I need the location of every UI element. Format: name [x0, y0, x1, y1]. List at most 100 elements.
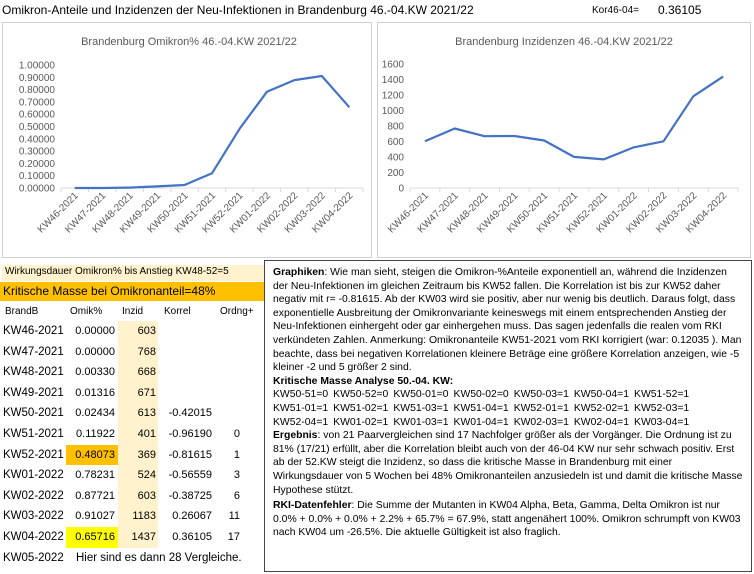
row-ordng: [218, 403, 240, 424]
omikron-chart-svg: Brandenburg Omikron% 46.-04.KW 2021/22 1.…: [19, 36, 364, 235]
result-paragraph: Ergebnis: von 21 Paarvergleichen sind 17…: [273, 429, 743, 497]
row-inzid: 671: [137, 386, 156, 399]
row-omik: 0.48073: [66, 444, 118, 466]
y-tick-label: 0.30000: [19, 147, 56, 158]
row-inzid: 603: [137, 489, 156, 502]
row-inzid: 768: [137, 345, 156, 358]
row-ordng: [218, 342, 240, 363]
row-korrel: 0.36105: [172, 531, 212, 543]
row-kw: KW01-2022: [3, 469, 64, 482]
row-omik: 0.91027: [75, 510, 115, 523]
pair-comparison-cell: KW51-01=1: [273, 402, 329, 414]
pair-comparison-cell: KW51-52=1: [634, 389, 690, 401]
pair-comparison-cell: KW50-51=0: [273, 389, 329, 401]
row-korrel: [162, 383, 212, 404]
y-tick-label: 0.20000: [19, 159, 56, 170]
result-text: : von 21 Paarvergleichen sind 17 Nachfol…: [273, 430, 743, 496]
row-korrel: -0.96190: [168, 428, 212, 440]
rki-error-heading: RKI-Datenfehler: [273, 500, 352, 512]
y-tick-label: 0.80000: [19, 85, 56, 96]
sheet-title: Omikron-Anteile und Inzidenzen der Neu-I…: [2, 3, 474, 17]
pair-comparison-cell: KW50-04=1: [573, 389, 630, 401]
graphics-paragraph: Graphiken: Wie man sieht, steigen die Om…: [273, 266, 743, 375]
row-kw: KW51-2021: [3, 428, 64, 440]
effect-duration-label: Wirkungsdauer Omikron% bis Anstieg KW48-…: [2, 265, 264, 281]
pair-comparison-cell: KW02-03=1: [513, 416, 569, 428]
row-kw: KW46-2021: [3, 325, 64, 337]
omikron-chart[interactable]: Brandenburg Omikron% 46.-04.KW 2021/22 1.…: [2, 22, 372, 258]
row-inzid: 668: [137, 366, 156, 379]
row-kw: KW48-2021: [3, 366, 64, 379]
y-tick-label: 400: [387, 153, 404, 164]
result-heading: Ergebnis: [273, 430, 318, 442]
pair-comparison-cell: KW51-02=1: [333, 402, 389, 414]
y-tick-label: 200: [387, 168, 404, 179]
row-omik: 0.00000: [75, 345, 115, 358]
row-korrel: -0.38725: [168, 489, 212, 502]
row-omik: 0.11922: [76, 428, 115, 440]
correlation-value: 0.36105: [658, 3, 702, 17]
row-ordng: [218, 321, 240, 342]
row-kw: KW49-2021: [3, 386, 64, 399]
y-tick-label: 600: [387, 137, 404, 148]
header-inzid: Inzid: [122, 306, 144, 317]
pair-comparison-cell: KW02-04=1: [573, 416, 630, 428]
rki-error-paragraph: RKI-Datenfehler: Die Summe der Mutanten …: [273, 499, 743, 540]
row-inzid: 524: [137, 469, 156, 482]
row-inzid: 1183: [132, 510, 156, 523]
incidence-chart-svg: Brandenburg Inzidenzen 46.-04.KW 2021/22…: [382, 36, 739, 235]
incidence-column-shading: [118, 321, 158, 548]
correlation-label: Kor46-04=: [592, 5, 639, 16]
header-omik: Omik%: [70, 306, 103, 317]
row-kw: KW02-2022: [3, 489, 64, 502]
y-tick-label: 0.40000: [19, 134, 56, 145]
critical-mass-colon: :: [449, 375, 454, 387]
y-tick-label: 1000: [382, 106, 405, 117]
y-tick-label: 0: [398, 184, 404, 195]
y-tick-label: 0.00000: [19, 184, 56, 195]
row-omik: 0.65716: [66, 527, 118, 548]
row-kw: KW03-2022: [3, 510, 64, 523]
last-row-kw: KW05-2022: [3, 551, 64, 564]
row-korrel: -0.42015: [168, 407, 212, 420]
row-omik: 0.78231: [75, 469, 115, 482]
graphics-heading: Graphiken: [273, 267, 325, 278]
incidence-chart[interactable]: Brandenburg Inzidenzen 46.-04.KW 2021/22…: [377, 22, 751, 258]
row-ordng: 0: [233, 428, 240, 440]
graphics-text: : Wie man sieht, steigen die Omikron-%An…: [273, 267, 742, 374]
pair-comparison-cell: KW52-02=1: [573, 402, 630, 414]
chart-title: Brandenburg Inzidenzen 46.-04.KW 2021/22: [455, 36, 673, 48]
pair-comparison-cell: KW50-02=0: [453, 389, 509, 401]
header-brandb: BrandB: [5, 306, 39, 317]
pair-comparison-cell: KW52-04=1: [273, 416, 329, 428]
row-korrel: [162, 342, 212, 363]
pair-comparison-cell: KW03-04=1: [634, 416, 690, 428]
y-tick-label: 0.70000: [19, 97, 56, 108]
y-tick-label: 800: [387, 122, 404, 133]
header-korrel: Korrel: [164, 306, 191, 317]
analysis-textbox[interactable]: Graphiken: Wie man sieht, steigen die Om…: [264, 260, 752, 572]
pair-comparison-cell: KW01-02=1: [333, 416, 389, 428]
row-ordng: 1: [233, 448, 240, 461]
series-line: [74, 74, 351, 190]
row-korrel: -0.81615: [168, 448, 212, 461]
row-omik: 0.87721: [75, 489, 115, 502]
pair-comparison-cell: KW51-04=1: [453, 402, 509, 414]
y-tick-label: 1600: [382, 60, 405, 71]
row-ordng: 6: [233, 489, 240, 502]
critical-mass-heading: Kritische Masse Analyse 50.-04. KW: [273, 375, 450, 387]
critical-mass-paragraph: Kritische Masse Analyse 50.-04. KW:: [273, 375, 743, 389]
pair-comparison-grid: KW50-51=0 KW50-52=0 KW50-01=0 KW50-02=0 KW50…: [273, 388, 743, 429]
pair-comparison-cell: KW52-03=1: [634, 402, 690, 414]
row-korrel: -0.56559: [168, 469, 212, 482]
pair-comparison-cell: KW50-03=1: [513, 389, 569, 401]
row-omik: 0.00000: [75, 325, 115, 337]
pair-comparison-cell: KW01-04=1: [453, 416, 509, 428]
row-korrel: 0.26067: [172, 510, 212, 523]
row-korrel: [162, 321, 212, 342]
y-tick-label: 1200: [382, 91, 405, 102]
row-korrel: [162, 362, 212, 383]
y-tick-label: 1.00000: [19, 61, 56, 72]
row-inzid: 401: [137, 428, 156, 440]
row-omik: 0.01316: [75, 386, 115, 399]
